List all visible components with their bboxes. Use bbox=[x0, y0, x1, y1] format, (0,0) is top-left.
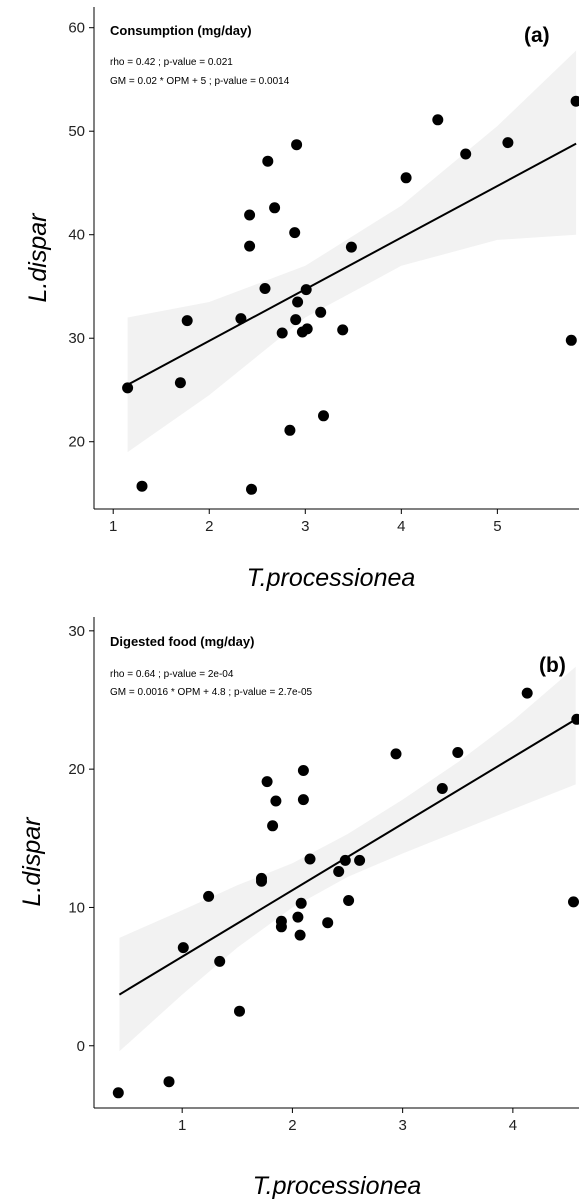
data-point bbox=[275, 921, 287, 933]
data-point bbox=[292, 911, 304, 923]
data-point bbox=[333, 866, 345, 877]
x-tick-label: 2 bbox=[205, 518, 213, 535]
data-point bbox=[163, 1076, 175, 1088]
data-point bbox=[174, 377, 186, 389]
data-point bbox=[318, 410, 329, 422]
panel-a-tag: (a) bbox=[524, 24, 550, 47]
y-tick-label: 40 bbox=[68, 227, 85, 244]
data-point bbox=[261, 776, 273, 788]
panel-b-y-axis-label: L.dispar bbox=[18, 816, 46, 907]
x-tick-label: 5 bbox=[493, 518, 501, 535]
data-point bbox=[339, 854, 351, 866]
data-point bbox=[297, 794, 309, 806]
data-point bbox=[400, 172, 412, 184]
panel-b-plot-area bbox=[112, 666, 579, 1099]
data-point bbox=[269, 202, 281, 214]
data-point bbox=[246, 483, 257, 495]
data-point bbox=[343, 895, 355, 906]
data-point bbox=[432, 114, 444, 126]
data-point bbox=[521, 687, 533, 699]
y-tick-label: 0 bbox=[77, 1038, 85, 1055]
data-point bbox=[136, 480, 148, 492]
panel-a-fit-line bbox=[127, 142, 577, 386]
data-point bbox=[436, 783, 448, 794]
panel-b-tag: (b) bbox=[539, 654, 566, 677]
y-tick-label: 50 bbox=[68, 123, 85, 140]
y-tick-label: 20 bbox=[68, 761, 85, 778]
data-point bbox=[122, 382, 134, 394]
data-point bbox=[289, 227, 301, 239]
data-point bbox=[502, 137, 514, 149]
panel-a-plot-area bbox=[122, 50, 579, 495]
panel-b-title: Digested food (mg/day) bbox=[110, 634, 254, 649]
data-point bbox=[203, 890, 215, 902]
x-tick-label: 1 bbox=[109, 518, 117, 535]
data-point bbox=[390, 748, 402, 760]
panel-b-y-ticks: 0 10 20 30 bbox=[68, 623, 94, 1055]
data-point bbox=[284, 424, 296, 436]
data-point bbox=[214, 955, 226, 967]
data-point bbox=[322, 917, 334, 929]
data-point bbox=[300, 284, 312, 296]
data-point bbox=[337, 324, 349, 336]
data-point bbox=[234, 1005, 245, 1017]
panel-a-y-axis-label: L.dispar bbox=[24, 212, 52, 303]
panel-b-rho-annotation: rho = 0.64 ; p-value = 2e-04 bbox=[110, 669, 234, 680]
x-tick-label: 1 bbox=[178, 1117, 186, 1134]
data-point bbox=[460, 148, 472, 160]
data-point bbox=[297, 765, 309, 776]
data-point bbox=[315, 306, 327, 318]
data-point bbox=[259, 283, 271, 294]
data-point bbox=[301, 323, 313, 335]
x-tick-label: 3 bbox=[301, 518, 309, 535]
data-point bbox=[276, 327, 288, 339]
panel-a-title: Consumption (mg/day) bbox=[110, 23, 252, 38]
y-tick-label: 30 bbox=[68, 623, 85, 640]
panel-a-x-axis-label: T.processionea bbox=[247, 564, 416, 592]
data-point bbox=[290, 314, 302, 326]
x-tick-label: 4 bbox=[397, 518, 405, 535]
panel-a-y-ticks: 20 30 40 50 60 bbox=[68, 20, 94, 451]
panel-b-points bbox=[112, 687, 579, 1099]
y-tick-label: 20 bbox=[68, 434, 85, 451]
data-point bbox=[262, 155, 274, 167]
data-point bbox=[565, 334, 577, 346]
data-point bbox=[267, 820, 279, 832]
data-point bbox=[571, 713, 579, 725]
panel-b-x-axis-label: T.processionea bbox=[253, 1172, 422, 1200]
x-tick-label: 2 bbox=[288, 1117, 296, 1134]
data-point bbox=[244, 209, 256, 221]
data-point bbox=[244, 240, 256, 252]
x-tick-label: 4 bbox=[509, 1117, 517, 1134]
data-point bbox=[181, 315, 193, 327]
data-point bbox=[270, 795, 282, 807]
panel-b: 0 10 20 30 1 2 3 4 Digested food (mg/day) rho … bbox=[18, 617, 579, 1200]
data-point bbox=[256, 872, 267, 884]
data-point bbox=[570, 95, 579, 107]
data-point bbox=[292, 296, 304, 308]
y-tick-label: 60 bbox=[68, 20, 85, 37]
data-point bbox=[177, 942, 189, 954]
panel-a-rho-annotation: rho = 0.42 ; p-value = 0.021 bbox=[110, 57, 233, 68]
y-tick-label: 30 bbox=[68, 330, 85, 347]
data-point bbox=[112, 1087, 124, 1099]
panel-a-x-ticks: 123456 bbox=[109, 509, 502, 535]
data-point bbox=[291, 139, 303, 151]
data-point bbox=[452, 747, 464, 758]
panel-b-x-ticks: 1 2 3 4 bbox=[178, 1108, 517, 1134]
data-point bbox=[304, 853, 316, 865]
panel-b-model-annotation: GM = 0.0016 * OPM + 4.8 ; p-value = 2.7e… bbox=[110, 687, 312, 698]
panel-a-model-annotation: GM = 0.02 * OPM + 5 ; p-value = 0.0014 bbox=[110, 76, 290, 87]
panel-a-points bbox=[122, 95, 579, 495]
data-point bbox=[345, 241, 357, 253]
data-point bbox=[294, 929, 306, 941]
data-point bbox=[295, 897, 307, 909]
data-point bbox=[354, 854, 366, 866]
x-tick-label: 3 bbox=[398, 1117, 406, 1134]
y-tick-label: 10 bbox=[68, 899, 85, 916]
data-point bbox=[568, 896, 579, 908]
data-point bbox=[235, 313, 247, 325]
